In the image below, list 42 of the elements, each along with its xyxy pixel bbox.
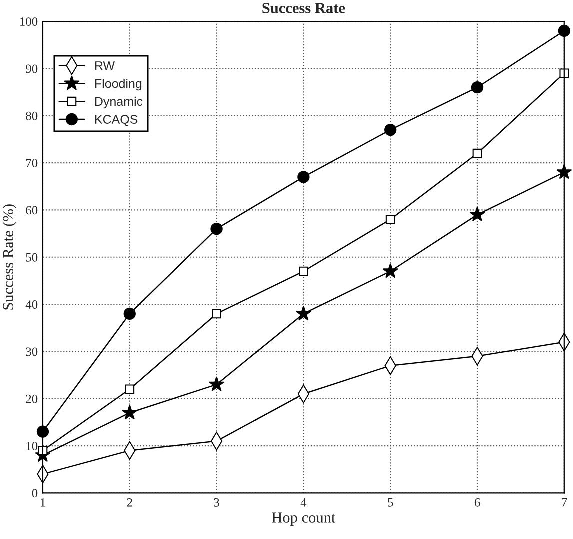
- y-tick-label: 10: [26, 442, 38, 450]
- point: [472, 148, 482, 158]
- point: [36, 426, 50, 438]
- point: [386, 214, 396, 224]
- y-tick-label: 20: [26, 394, 38, 404]
- point: [298, 171, 310, 184]
- x-tick-label: 6: [474, 498, 480, 507]
- point: [125, 384, 135, 394]
- y-tick-label: 60: [26, 206, 38, 215]
- legend-label: KCAQS: [95, 115, 138, 126]
- y-tick-label: 40: [26, 300, 38, 309]
- y-tick-label: 30: [26, 348, 38, 356]
- point: [382, 263, 398, 278]
- point: [558, 24, 570, 38]
- chart-title: Success Rate: [262, 3, 346, 14]
- y-tick-label: 0: [32, 489, 38, 498]
- y-tick-label: 90: [26, 64, 38, 74]
- y-tick-label: 80: [26, 112, 38, 120]
- point: [471, 82, 484, 94]
- legend-label: Dynamic: [95, 96, 143, 109]
- x-tick-label: 2: [127, 498, 132, 507]
- point: [212, 309, 222, 319]
- y-axis-title: Success Rate (%): [2, 204, 17, 310]
- x-tick-label: 5: [388, 498, 394, 507]
- point: [209, 376, 225, 392]
- point: [299, 266, 308, 276]
- x-tick-label: 1: [40, 498, 46, 507]
- point: [384, 124, 397, 136]
- point: [470, 206, 486, 222]
- x-tick-label: 3: [214, 498, 220, 507]
- x-tick-label: 4: [300, 498, 307, 507]
- y-tick-label: 50: [26, 253, 38, 262]
- legend-label: Flooding: [95, 79, 142, 91]
- point: [124, 308, 136, 320]
- x-axis-title: Hop count: [272, 512, 336, 526]
- point: [122, 404, 138, 420]
- point: [210, 223, 223, 236]
- x-tick-label: 7: [562, 498, 568, 507]
- y-tick-label: 100: [20, 18, 38, 26]
- legend-label: RW: [95, 62, 116, 70]
- point: [296, 306, 312, 321]
- y-tick-label: 70: [26, 159, 38, 168]
